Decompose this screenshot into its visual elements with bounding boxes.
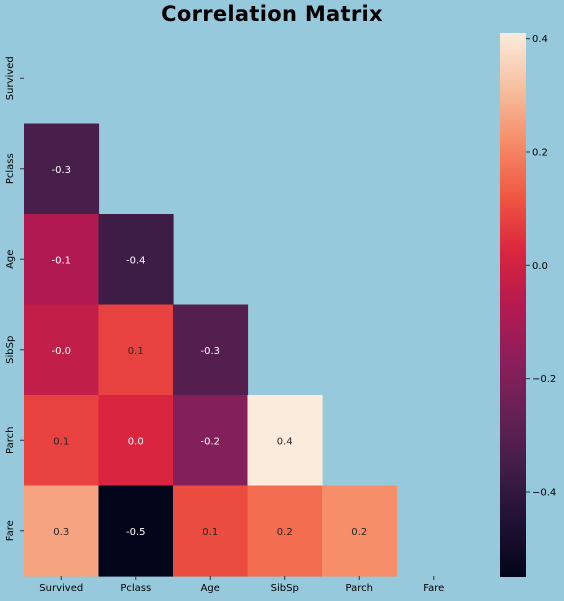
colorbar-tick-label: −0.4 [532, 488, 556, 499]
colorbar [500, 33, 526, 577]
x-tick-label-fare: Fare [423, 583, 444, 594]
y-tick-label-sibsp: SibSp [5, 336, 16, 364]
heatmap-cell-sibsp-survived [24, 304, 100, 396]
cell-annotation: 0.1 [53, 436, 69, 447]
colorbar-tick-label: 0.0 [532, 261, 548, 272]
heatmap-cell-sibsp-age [173, 304, 249, 396]
chart-title: Correlation Matrix [161, 2, 383, 26]
cell-annotation: 0.0 [128, 436, 144, 447]
cell-annotation: 0.1 [202, 527, 218, 538]
heatmap-cell-sibsp-pclass [98, 304, 174, 396]
cell-annotation: 0.3 [53, 527, 69, 538]
colorbar-tick-label: −0.2 [532, 374, 556, 385]
heatmap-cell-fare-sibsp [247, 485, 323, 577]
heatmap-cell-age-survived [24, 214, 100, 306]
cell-annotation: -0.3 [51, 165, 71, 176]
colorbar-tick-label: 0.2 [532, 148, 548, 159]
heatmap-cell-fare-survived [24, 485, 100, 577]
cell-annotation: 0.2 [351, 527, 367, 538]
heatmap-cell-age-pclass [98, 214, 174, 306]
y-tick-label-parch: Parch [5, 427, 16, 454]
heatmap-cell-parch-sibsp [247, 395, 323, 487]
heatmap-cell-pclass-survived [24, 123, 100, 215]
x-tick-label-survived: Survived [39, 583, 83, 594]
y-tick-label-pclass: Pclass [5, 153, 16, 184]
y-tick-label-age: Age [5, 250, 16, 269]
heatmap-cell-fare-pclass [98, 485, 174, 577]
heatmap-cell-fare-age [173, 485, 249, 577]
y-tick-label-survived: Survived [5, 56, 16, 100]
x-tick-label-parch: Parch [346, 583, 373, 594]
cell-annotation: -0.0 [51, 346, 71, 357]
cell-annotation: 0.4 [277, 436, 293, 447]
x-tick-label-pclass: Pclass [120, 583, 151, 594]
cell-annotation: -0.3 [200, 346, 220, 357]
cell-annotation: 0.1 [128, 346, 144, 357]
heatmap-cell-parch-age [173, 395, 249, 487]
x-tick-label-sibsp: SibSp [271, 583, 299, 594]
cell-annotation: 0.2 [277, 527, 293, 538]
y-tick-label-fare: Fare [5, 520, 16, 541]
heatmap-cell-parch-pclass [98, 395, 174, 487]
heatmap-cell-parch-survived [24, 395, 100, 487]
cell-annotation: -0.2 [200, 436, 220, 447]
heatmap-cell-fare-parch [322, 485, 398, 577]
x-tick-label-age: Age [201, 583, 220, 594]
cell-annotation: -0.4 [126, 255, 146, 266]
cell-annotation: -0.1 [51, 255, 71, 266]
colorbar-tick-label: 0.4 [532, 34, 548, 45]
cell-annotation: -0.5 [126, 527, 146, 538]
